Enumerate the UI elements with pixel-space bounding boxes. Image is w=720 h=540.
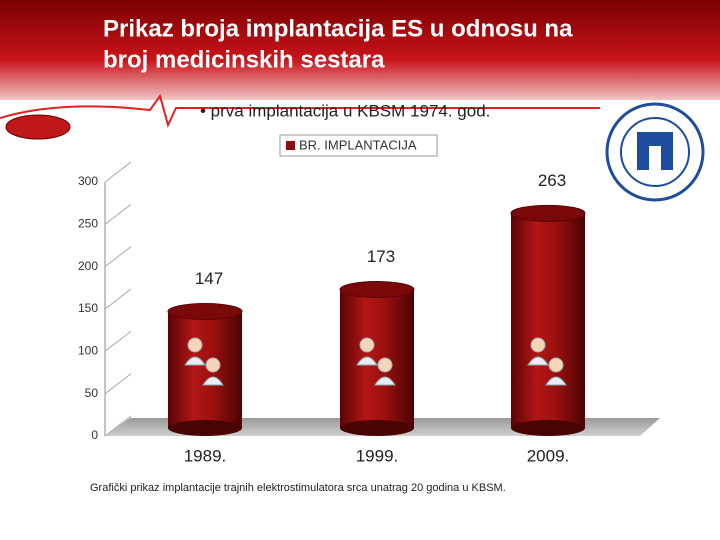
nurse-icon xyxy=(548,357,564,373)
header-band xyxy=(0,0,720,100)
grid-line xyxy=(104,415,132,437)
x-tick-label: 2009. xyxy=(527,446,570,465)
bar-top xyxy=(339,281,415,299)
nurse-icon xyxy=(205,357,221,373)
bar-top xyxy=(167,303,243,321)
nurse-icon xyxy=(545,376,567,386)
nurse-icon xyxy=(527,356,549,366)
nurse-icon xyxy=(187,337,203,353)
y-tick-label: 100 xyxy=(78,344,98,358)
nurse-icon xyxy=(359,337,375,353)
legend-swatch xyxy=(286,141,295,150)
bar-top xyxy=(510,204,586,222)
x-tick-label: 1999. xyxy=(356,446,399,465)
nurse-icon xyxy=(184,356,206,366)
value-label: 173 xyxy=(367,247,395,266)
bar-base xyxy=(168,420,242,436)
grid-line xyxy=(104,203,132,225)
y-tick-label: 0 xyxy=(91,428,98,442)
title-line: Prikaz broja implantacija ES u odnosu na xyxy=(103,15,573,42)
legend-label: BR. IMPLANTACIJA xyxy=(299,137,417,152)
grid-line xyxy=(104,161,132,183)
nurse-icon xyxy=(202,376,224,386)
bar-base xyxy=(340,420,414,436)
y-tick-label: 200 xyxy=(78,259,98,273)
title-line: broj medicinskih sestara xyxy=(103,46,385,73)
legend-box xyxy=(279,134,438,157)
value-label: 147 xyxy=(195,269,223,288)
x-tick-label: 1989. xyxy=(184,446,227,465)
grid-line xyxy=(104,373,132,395)
bar xyxy=(511,213,585,428)
ekg-line xyxy=(0,93,600,128)
grid-line xyxy=(104,246,132,268)
nurse-icon xyxy=(356,356,378,366)
bullet: • prva implantacija u KBSM 1974. god. xyxy=(200,101,490,120)
grid-line xyxy=(104,330,132,352)
grid-line xyxy=(104,288,132,310)
logo xyxy=(605,102,705,202)
nurse-icon xyxy=(377,357,393,373)
y-tick-label: 150 xyxy=(78,301,98,315)
bar xyxy=(168,311,242,428)
nurse-icon xyxy=(530,337,546,353)
y-tick-label: 300 xyxy=(78,174,98,188)
legend: BR. IMPLANTACIJA xyxy=(279,134,438,157)
y-tick-label: 50 xyxy=(85,386,99,400)
nurse-icon xyxy=(374,376,396,386)
bar xyxy=(340,289,414,428)
caption: Grafički prikaz implantacije trajnih ele… xyxy=(90,482,506,494)
bar-base xyxy=(511,420,585,436)
mouse-icon xyxy=(5,114,71,140)
value-label: 263 xyxy=(538,171,566,190)
y-tick-label: 250 xyxy=(78,217,98,231)
